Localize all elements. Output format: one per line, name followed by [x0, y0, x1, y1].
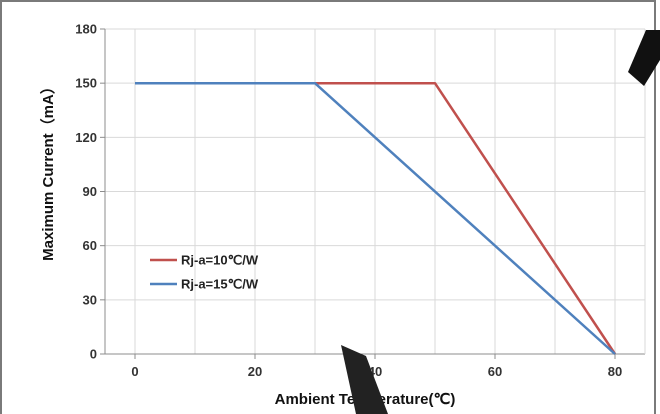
y-tick-label: 0	[90, 347, 97, 362]
y-tick-label: 150	[75, 76, 97, 91]
watermark-stripe	[341, 30, 660, 414]
legend: Rj-a=10℃/W Rj-a=15℃/W	[150, 253, 259, 292]
grid-lines	[105, 28, 645, 355]
legend-label-2: Rj-a=15℃/W	[181, 277, 259, 292]
y-tick-label: 60	[83, 238, 97, 253]
y-tick-label: 180	[75, 22, 97, 37]
x-tick-label: 60	[488, 364, 502, 379]
series-layer	[135, 81, 617, 355]
y-tick-label: 30	[83, 292, 97, 307]
x-tick-label: 80	[608, 364, 622, 379]
legend-label-1: Rj-a=10℃/W	[181, 253, 259, 268]
axes	[100, 28, 646, 359]
x-tick-label: 20	[248, 364, 262, 379]
x-tick-label: 0	[131, 364, 138, 379]
y-tick-label: 120	[75, 130, 97, 145]
y-tick-label: 90	[83, 184, 97, 199]
series-line-2	[135, 81, 616, 355]
y-axis-title: Maximum Current（mA）	[39, 79, 57, 261]
